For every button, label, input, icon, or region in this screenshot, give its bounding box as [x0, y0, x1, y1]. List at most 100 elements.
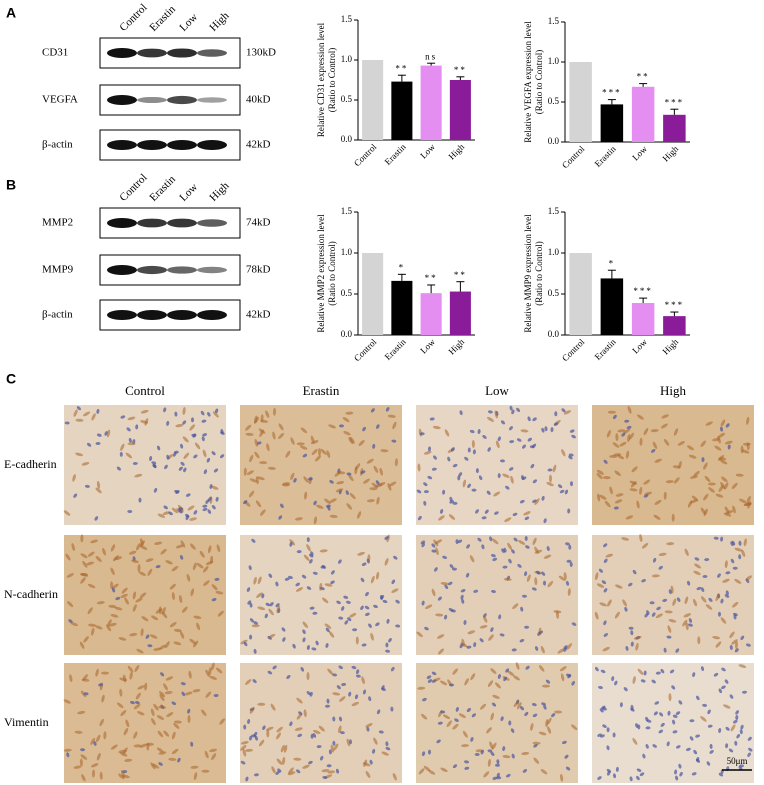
- cell: [660, 722, 665, 727]
- cell: [693, 470, 700, 477]
- cell: [439, 508, 444, 514]
- y-tick-label: 1.0: [548, 247, 560, 257]
- cell: [639, 486, 643, 495]
- cell: [714, 445, 722, 451]
- image-bg: [240, 663, 402, 783]
- cell: [184, 691, 193, 696]
- cell: [565, 766, 571, 771]
- cell: [717, 455, 725, 461]
- cell: [365, 723, 373, 728]
- cell: [651, 574, 660, 578]
- blot-band: [137, 96, 167, 104]
- cell: [150, 708, 155, 717]
- cell: [619, 441, 627, 447]
- y-axis-label: Relative VEGFA expression level: [523, 21, 533, 143]
- cell: [122, 770, 128, 774]
- cell: [315, 640, 319, 646]
- cell: [154, 541, 163, 545]
- cell: [376, 424, 380, 429]
- panel-label: B: [6, 177, 16, 193]
- cell: [433, 455, 437, 460]
- cell: [604, 500, 611, 508]
- cell: [79, 758, 83, 767]
- cell: [80, 748, 86, 752]
- cell: [205, 691, 212, 698]
- cell: [507, 670, 515, 677]
- cell: [713, 536, 719, 540]
- x-tick-label: Erastin: [383, 336, 408, 361]
- cell: [566, 673, 571, 677]
- cell: [211, 597, 217, 602]
- cell: [95, 625, 103, 630]
- cell: [174, 411, 178, 417]
- cell: [538, 731, 547, 736]
- x-tick-label: High: [660, 143, 680, 163]
- cell: [695, 695, 700, 701]
- cell: [311, 448, 318, 456]
- cell: [603, 558, 608, 563]
- cell: [180, 443, 184, 449]
- cell: [490, 668, 497, 674]
- cell: [512, 512, 518, 517]
- cell: [243, 467, 247, 476]
- cell: [257, 702, 266, 706]
- cell: [110, 581, 114, 590]
- cell: [437, 634, 445, 639]
- cell: [186, 573, 191, 582]
- cell: [328, 631, 335, 638]
- cell: [299, 445, 308, 450]
- cell: [217, 610, 224, 617]
- cell: [193, 510, 198, 515]
- cell: [602, 646, 610, 652]
- cell: [519, 638, 525, 643]
- histology-image: [592, 534, 754, 655]
- cell: [431, 543, 436, 548]
- cell: [67, 601, 74, 608]
- cell: [471, 713, 477, 718]
- significance: **: [637, 72, 650, 82]
- cell: [300, 427, 308, 434]
- blot-band: [137, 310, 167, 320]
- cell: [93, 741, 97, 746]
- cell: [479, 638, 484, 643]
- cell: [312, 611, 318, 615]
- blot-band: [107, 95, 137, 105]
- x-tick-label: High: [446, 336, 466, 356]
- blot-protein: MMP9: [42, 264, 74, 276]
- cell: [561, 740, 567, 745]
- cell: [721, 476, 728, 483]
- cell: [543, 704, 547, 710]
- cell: [423, 500, 427, 506]
- cell: [201, 419, 207, 423]
- cell: [500, 459, 505, 463]
- cell: [114, 606, 123, 611]
- cell: [505, 773, 511, 778]
- cell: [338, 665, 343, 670]
- cell: [345, 411, 354, 415]
- cell: [679, 771, 683, 777]
- cell: [126, 427, 131, 432]
- cell: [306, 672, 310, 681]
- cell: [109, 622, 117, 627]
- cell: [258, 739, 265, 747]
- bar: [362, 253, 384, 335]
- cell: [684, 596, 689, 605]
- cell: [364, 605, 370, 610]
- cell: [138, 571, 146, 576]
- cell: [658, 729, 664, 734]
- cell: [80, 573, 89, 577]
- cell: [253, 576, 257, 585]
- cell: [739, 498, 747, 504]
- cell: [605, 553, 614, 558]
- cell: [639, 534, 643, 542]
- cell: [602, 724, 607, 728]
- cell: [202, 433, 208, 437]
- cell: [435, 547, 439, 556]
- cell: [194, 442, 201, 450]
- row-label: Vimentin: [4, 715, 49, 729]
- cell: [110, 614, 119, 618]
- cell: [290, 437, 295, 445]
- cell: [458, 472, 463, 477]
- cell: [134, 473, 143, 478]
- cell: [663, 647, 667, 653]
